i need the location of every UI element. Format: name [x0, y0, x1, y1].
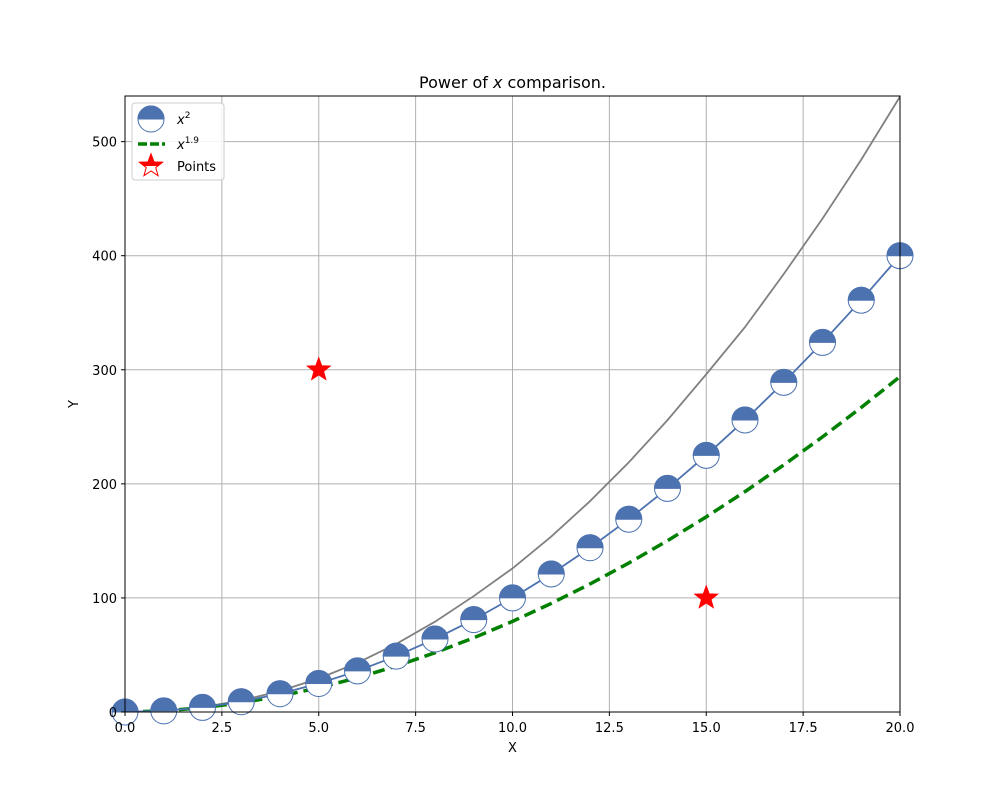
marker-upper-half: [808, 328, 837, 343]
star-fill-top: [138, 152, 164, 166]
marker-upper-half: [615, 505, 643, 520]
legend-label: x2: [176, 111, 190, 128]
x-tick-label: 17.5: [789, 721, 818, 736]
marker-upper-half: [150, 697, 178, 712]
x-tick-label: 12.5: [595, 721, 624, 736]
series-line-gray: [125, 96, 900, 712]
marker-upper-half: [343, 657, 372, 672]
x-tick-label: 2.5: [212, 721, 233, 736]
data-point-star: [693, 584, 720, 609]
y-tick-label: 100: [92, 592, 117, 607]
data-point-star: [305, 356, 332, 381]
star-shape: [693, 584, 720, 609]
data-point-x2: [576, 534, 604, 562]
marker-upper-half: [382, 642, 410, 657]
data-point-x2: [537, 560, 565, 588]
marker-upper-half: [188, 693, 217, 708]
data-point-x2: [692, 441, 720, 469]
legend-handle-points: [138, 152, 164, 177]
data-point-x2: [498, 584, 527, 612]
chart-title: Power of x comparison.: [419, 73, 606, 92]
x-tick-label: 5.0: [308, 721, 329, 736]
y-tick-label: 500: [92, 136, 117, 151]
data-point-x2: [421, 625, 449, 653]
data-point-x2: [847, 286, 875, 314]
x-axis-label: X: [508, 741, 517, 756]
marker-upper-half: [537, 560, 565, 575]
y-tick-label: 300: [92, 364, 117, 379]
star-shape: [305, 356, 332, 381]
x-tick-label: 7.5: [405, 721, 426, 736]
marker-upper-half: [576, 534, 604, 549]
data-point-x2: [188, 693, 217, 721]
marker-upper-half: [460, 606, 488, 621]
data-point-x2: [770, 368, 798, 396]
y-tick-label: 400: [92, 250, 117, 265]
x-tick-label: 10.0: [498, 721, 527, 736]
data-point-x2: [266, 680, 294, 708]
data-point-x2: [382, 642, 410, 670]
ticks: 0.0 2.5 5.0 7.5 10.0 12.5 15.0 17.5 20.0 0 100 200 3…: [92, 136, 914, 736]
data-point-x2: [615, 505, 643, 533]
marker-upper-half: [770, 368, 798, 383]
legend: x2 x1.9 Points: [131, 102, 225, 181]
marker-upper-half: [305, 669, 333, 684]
marker-upper-half: [653, 474, 682, 489]
x-tick-label: 20.0: [886, 721, 915, 736]
data-point-x2: [343, 657, 372, 685]
legend-label: Points: [177, 160, 216, 175]
marker-upper-half: [498, 584, 527, 599]
data-point-x2: [150, 697, 178, 725]
data-point-x2: [460, 606, 488, 634]
marker-upper-half: [731, 406, 759, 421]
y-tick-label: 200: [92, 478, 117, 493]
data-point-x2: [653, 474, 682, 502]
data-point-x2: [305, 669, 333, 697]
data-point-x2: [227, 688, 255, 716]
marker-upper-half: [227, 688, 255, 703]
marker-upper-half: [266, 680, 294, 695]
marker-upper-half: [847, 286, 875, 301]
legend-label: x1.9: [176, 136, 199, 153]
x-tick-label: 15.0: [692, 721, 721, 736]
data-point-x2: [731, 406, 759, 434]
data-point-x2: [808, 328, 837, 356]
y-tick-label: 0: [109, 706, 117, 721]
y-axis-label: Y: [67, 400, 82, 409]
marker-upper-half: [421, 625, 449, 640]
marker-upper-half: [137, 105, 165, 120]
legend-items: x2 x1.9 Points: [137, 105, 216, 177]
legend-handle-x2: [137, 105, 165, 133]
x-tick-label: 0.0: [115, 721, 136, 736]
marker-upper-half: [692, 441, 720, 456]
